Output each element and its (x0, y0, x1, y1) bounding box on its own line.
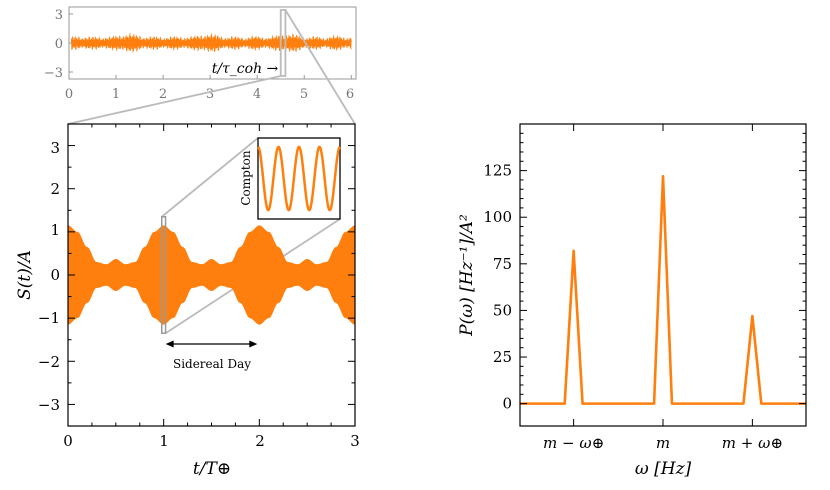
top-xtick-label: 0 (65, 87, 73, 102)
power-spectrum-line (520, 174, 806, 405)
main-xlabel: t/T⊕ (193, 459, 231, 479)
main-zoom-window (161, 216, 167, 334)
spectrum-ytick-label: 125 (483, 162, 512, 180)
main-ytick-label: −1 (38, 309, 60, 327)
main-xtick-label: 1 (159, 432, 169, 450)
zoom-connector-line (284, 9, 356, 125)
zoom-connectors (67, 9, 356, 334)
main-ytick-label: −3 (38, 396, 60, 414)
spectrum-ylabel: P(ω) [Hz⁻¹]/A² (457, 214, 477, 337)
top-xtick-label: 1 (112, 87, 120, 102)
power-spectrum-panel: 0 25 50 75 100 125 m − ω⊕ m m + ω⊕ ω [Hz] P(ω) … (457, 123, 807, 479)
zoom-connector-line (161, 137, 259, 218)
spectrum-ytick-label: 100 (483, 208, 512, 226)
spectrum-ytick-label: 50 (493, 301, 512, 319)
top-xtick-label: 3 (206, 87, 214, 102)
main-axis-ticks (67, 123, 356, 427)
spectrum-xtick-label: m − ω⊕ (543, 434, 604, 452)
top-ytick-label: 3 (55, 8, 63, 23)
main-xtick-label: 0 (63, 432, 73, 450)
spectrum-xtick-label: m (656, 434, 670, 452)
signal-envelope-fill (68, 225, 355, 325)
main-xtick-label: 3 (350, 432, 360, 450)
spectrum-ytick-label: 25 (493, 348, 512, 366)
spectrum-ytick-label: 0 (502, 395, 512, 413)
main-ylabel: S(t)/A (15, 250, 35, 300)
top-xtick-label: 6 (346, 87, 354, 102)
spectrum-xtick-label: m + ω⊕ (722, 434, 783, 452)
top-ytick-label: 0 (55, 37, 63, 52)
spectrum-panel-frame (519, 123, 807, 427)
top-zoom-window (279, 9, 287, 77)
sidereal-day-label: Sidereal Day (173, 357, 251, 371)
top-panel: 3 0 −3 0 1 2 3 4 5 6 t/τ_coh → (44, 6, 357, 102)
top-xtick-label: 5 (300, 87, 308, 102)
spectrum-axis-ticks (520, 124, 806, 426)
spectrum-xlabel: ω [Hz] (635, 459, 692, 479)
spectrum-ytick-label: 75 (493, 255, 512, 273)
top-ytick-label: −3 (44, 66, 63, 81)
top-annotation: t/τ_coh → (212, 61, 279, 77)
zoom-connector-line (67, 75, 281, 125)
top-xtick-label: 4 (253, 87, 261, 102)
main-ytick-label: −2 (38, 353, 60, 371)
arrow-head-left (165, 340, 174, 348)
top-xtick-label: 2 (159, 87, 167, 102)
time-domain-panel: 3 2 1 0 −1 −2 −3 0 1 2 3 t/T⊕ S(t)/A Sid… (15, 123, 360, 479)
compton-label: Compton (239, 150, 253, 206)
compton-inset-bg (257, 137, 341, 220)
main-ytick-label: 1 (50, 221, 60, 239)
main-ytick-label: 0 (50, 266, 60, 284)
sidereal-day-arrow (165, 340, 258, 348)
main-ytick-label: 3 (50, 139, 60, 157)
arrow-head-right (249, 340, 258, 348)
compton-wave-line (257, 145, 341, 212)
compton-inset: Compton (239, 137, 341, 220)
main-ytick-label: 2 (50, 180, 60, 198)
main-xtick-label: 2 (255, 432, 265, 450)
